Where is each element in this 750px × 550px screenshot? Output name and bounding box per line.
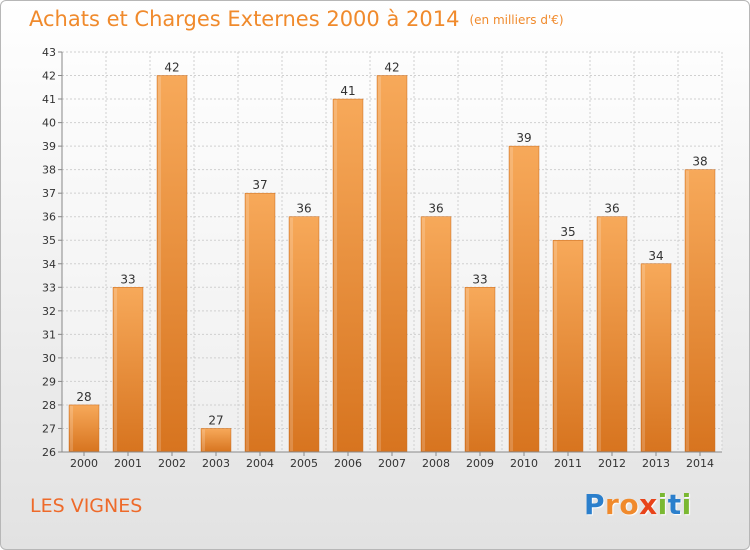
y-tick-label: 30 [42, 352, 56, 365]
x-tick-label: 2005 [290, 457, 318, 470]
chart-title-text: Achats et Charges Externes 2000 à 2014 [29, 7, 460, 31]
bar-2013[interactable] [640, 263, 672, 453]
x-tick-label: 2006 [334, 457, 362, 470]
value-label: 42 [164, 61, 179, 75]
bar-2006[interactable] [332, 98, 364, 453]
y-tick-label: 27 [42, 422, 56, 435]
bar-highlight [510, 147, 514, 451]
commune-name: LES VIGNES [30, 495, 143, 517]
value-label: 33 [472, 272, 487, 286]
x-tick-label: 2012 [598, 457, 626, 470]
y-tick-label: 36 [42, 211, 56, 224]
value-label: 35 [560, 225, 575, 239]
bar-2003[interactable] [200, 428, 232, 453]
value-label: 28 [76, 390, 91, 404]
y-tick-label: 43 [42, 46, 56, 59]
x-tick-label: 2008 [422, 457, 450, 470]
bar-highlight [202, 429, 206, 451]
x-tick-label: 2013 [642, 457, 670, 470]
bar-highlight [378, 76, 382, 451]
x-tick-label: 2011 [554, 457, 582, 470]
bar-2000[interactable] [68, 404, 100, 453]
value-label: 36 [428, 202, 443, 216]
value-label: 27 [208, 413, 223, 427]
bar-2014[interactable] [684, 169, 716, 453]
bar-2010[interactable] [508, 145, 540, 453]
bar-highlight [466, 288, 470, 451]
value-label: 42 [384, 61, 399, 75]
x-tick-label: 2000 [70, 457, 98, 470]
value-label: 36 [296, 202, 311, 216]
bar-highlight [598, 217, 602, 451]
y-tick-label: 32 [42, 305, 56, 318]
logo-letter: x [639, 488, 658, 521]
x-tick-label: 2007 [378, 457, 406, 470]
bar-2001[interactable] [112, 287, 144, 453]
value-label: 33 [120, 272, 135, 286]
bar-highlight [334, 100, 338, 451]
bar-2012[interactable] [596, 216, 628, 453]
chart-title: Achats et Charges Externes 2000 à 2014 (e… [29, 7, 564, 31]
y-tick-label: 34 [42, 258, 56, 271]
x-tick-label: 2014 [686, 457, 714, 470]
y-tick-label: 39 [42, 140, 56, 153]
bar-highlight [246, 194, 250, 452]
bar-2002[interactable] [156, 75, 188, 453]
value-label: 34 [648, 249, 663, 263]
y-tick-label: 33 [42, 281, 56, 294]
x-tick-label: 2001 [114, 457, 142, 470]
logo-letter: i [657, 488, 668, 521]
y-tick-label: 35 [42, 234, 56, 247]
bar-highlight [70, 405, 74, 451]
logo-letter: r [605, 488, 620, 521]
logo-letter: t [667, 488, 682, 521]
proxiti-logo[interactable]: Proxiti [584, 488, 692, 521]
y-tick-label: 29 [42, 375, 56, 388]
value-label: 39 [516, 131, 531, 145]
x-tick-label: 2002 [158, 457, 186, 470]
bar-2005[interactable] [288, 216, 320, 453]
y-tick-label: 42 [42, 70, 56, 83]
y-tick-label: 41 [42, 93, 56, 106]
y-tick-label: 31 [42, 328, 56, 341]
chart-unit: (en milliers d'€) [469, 13, 564, 27]
logo-letter: i [681, 488, 692, 521]
y-tick-label: 26 [42, 446, 56, 459]
bar-2011[interactable] [552, 239, 584, 453]
bar-highlight [158, 76, 162, 451]
bar-2008[interactable] [420, 216, 452, 453]
bar-2009[interactable] [464, 287, 496, 453]
bar-highlight [290, 217, 294, 451]
value-label: 36 [604, 202, 619, 216]
bar-2004[interactable] [244, 192, 276, 453]
y-tick-label: 38 [42, 164, 56, 177]
bar-highlight [686, 170, 690, 451]
bar-highlight [422, 217, 426, 451]
x-tick-label: 2009 [466, 457, 494, 470]
y-tick-label: 28 [42, 399, 56, 412]
bar-highlight [114, 288, 118, 451]
value-label: 41 [340, 84, 355, 98]
y-tick-label: 37 [42, 187, 56, 200]
logo-letter: P [584, 488, 606, 521]
x-tick-label: 2004 [246, 457, 274, 470]
logo-letter: o [619, 488, 640, 521]
value-label: 37 [252, 178, 267, 192]
bar-highlight [554, 241, 558, 451]
y-tick-label: 40 [42, 117, 56, 130]
value-label: 38 [692, 155, 707, 169]
bar-2007[interactable] [376, 75, 408, 453]
x-tick-label: 2010 [510, 457, 538, 470]
bar-highlight [642, 264, 646, 451]
x-tick-label: 2003 [202, 457, 230, 470]
